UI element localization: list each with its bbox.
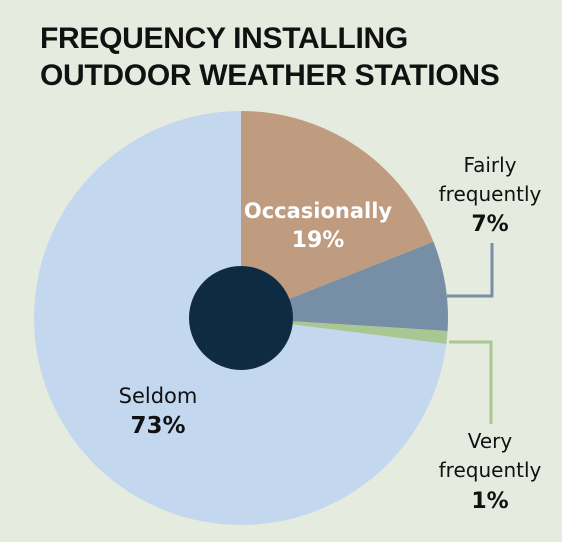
occasionally-percent: 19%	[292, 228, 345, 253]
very-frequently-label-line-1: Very	[468, 429, 513, 453]
seldom-percent: 73%	[130, 413, 185, 439]
pie-center-hole	[189, 266, 293, 370]
chart-title-line-1: FREQUENCY INSTALLING	[40, 22, 408, 55]
chart-title: FREQUENCY INSTALLING OUTDOOR WEATHER STA…	[40, 20, 540, 94]
very-frequently-leader-line	[449, 340, 493, 424]
slice-occasionally	[241, 111, 434, 318]
very-frequently-label-line-2: frequently	[439, 458, 542, 482]
chart-title-line-2: OUTDOOR WEATHER STATIONS	[40, 59, 500, 92]
fairly-frequently-label-line-1: Fairly	[463, 153, 516, 177]
occasionally-label: Occasionally	[244, 199, 393, 223]
seldom-label: Seldom	[119, 384, 198, 408]
fairly-frequently-leader-line	[447, 243, 494, 298]
slice-fairly-frequently	[241, 241, 448, 331]
very-frequently-percent: 1%	[471, 489, 508, 514]
fairly-frequently-label-line-2: frequently	[439, 182, 542, 206]
slice-very-frequently	[241, 318, 448, 344]
pie-slices	[34, 111, 448, 525]
fairly-frequently-percent: 7%	[471, 212, 508, 237]
